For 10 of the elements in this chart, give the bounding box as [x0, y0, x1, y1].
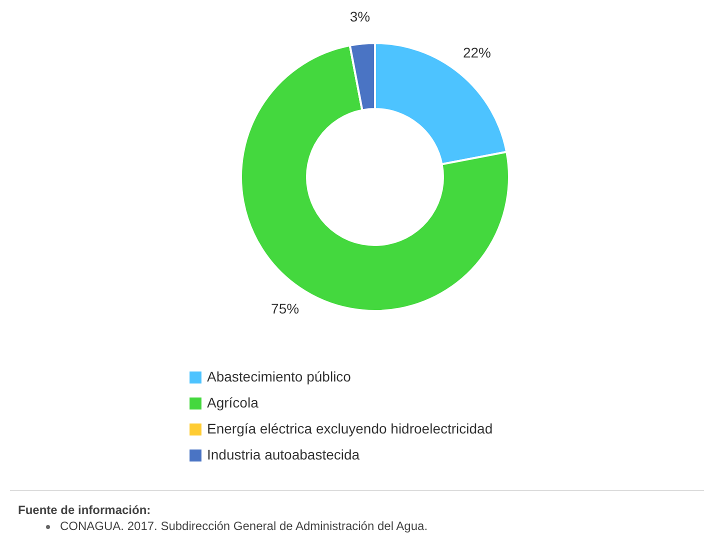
legend-label: Agrícola	[207, 394, 259, 410]
legend-label: Industria autoabastecida	[207, 446, 360, 462]
legend-label: Abastecimiento público	[207, 368, 352, 384]
data-label: 22%	[462, 44, 492, 61]
data-label: 75%	[271, 300, 300, 316]
data-label: 3%	[350, 8, 370, 25]
text: CONAGUA. 2017. Subdirección General de Administración del Agua.	[59, 519, 429, 533]
donut-slice	[240, 44, 510, 312]
source-note: Fuente de información:	[18, 503, 152, 517]
legend-label: Energía eléctrica excluyendo hidroelectricidad	[207, 420, 493, 436]
